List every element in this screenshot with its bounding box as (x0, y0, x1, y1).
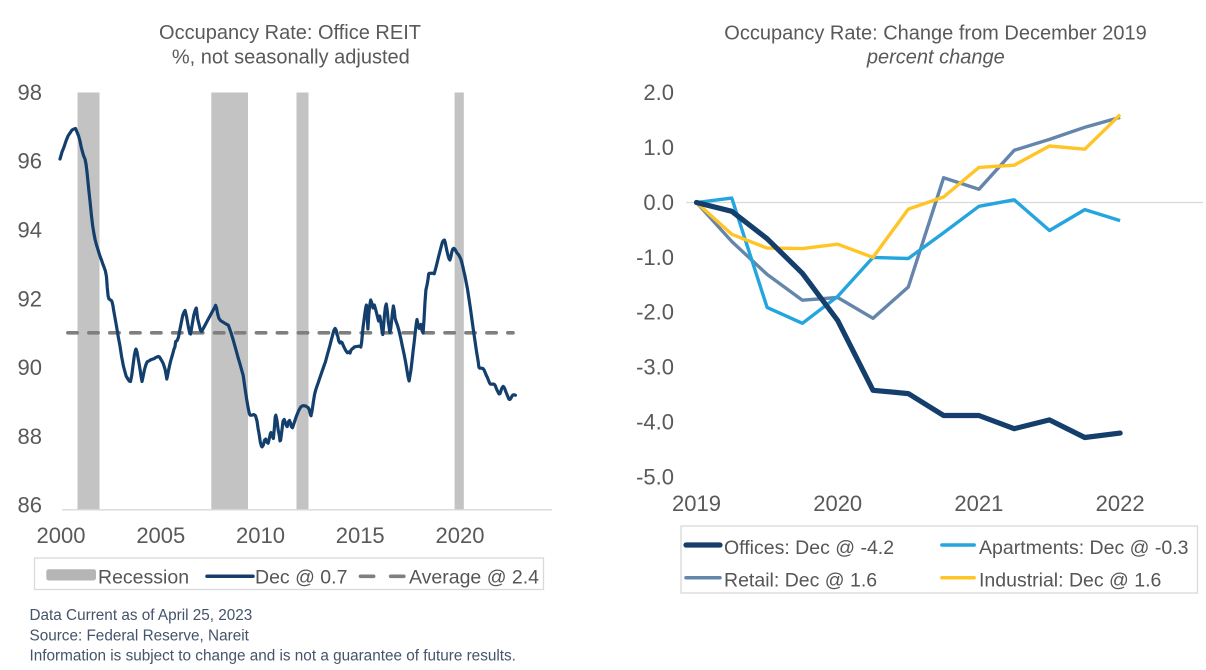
svg-text:90: 90 (18, 355, 42, 380)
svg-text:2019: 2019 (672, 491, 721, 516)
svg-text:1.0: 1.0 (643, 135, 674, 160)
svg-text:2010: 2010 (236, 523, 285, 548)
svg-text:-3.0: -3.0 (636, 355, 674, 380)
svg-text:Dec @ 0.7: Dec @ 0.7 (255, 566, 347, 588)
svg-text:Information is subject to chan: Information is subject to change and is … (30, 647, 516, 664)
svg-text:Source: Federal Reserve, Narei: Source: Federal Reserve, Nareit (30, 627, 250, 644)
svg-text:%, not seasonally adjusted: %, not seasonally adjusted (172, 46, 410, 68)
svg-text:Offices: Dec @ -4.2: Offices: Dec @ -4.2 (724, 537, 894, 559)
svg-text:-2.0: -2.0 (636, 300, 674, 325)
svg-text:2000: 2000 (37, 523, 86, 548)
svg-text:percent change: percent change (866, 47, 1005, 69)
svg-text:0.0: 0.0 (643, 190, 674, 215)
svg-text:86: 86 (18, 493, 42, 518)
svg-text:-5.0: -5.0 (636, 464, 674, 489)
svg-text:96: 96 (18, 149, 42, 174)
svg-text:Industrial: Dec @ 1.6: Industrial: Dec @ 1.6 (979, 569, 1161, 591)
svg-text:-1.0: -1.0 (636, 245, 674, 270)
svg-text:92: 92 (18, 286, 42, 311)
svg-text:-4.0: -4.0 (636, 410, 674, 435)
svg-text:2.0: 2.0 (643, 80, 674, 105)
svg-text:2021: 2021 (954, 491, 1003, 516)
svg-text:Data Current as of April 25, 2: Data Current as of April 25, 2023 (30, 607, 253, 624)
svg-text:Occupancy Rate: Change from De: Occupancy Rate: Change from December 201… (724, 23, 1146, 45)
svg-text:2022: 2022 (1096, 491, 1145, 516)
svg-text:Average @ 2.4: Average @ 2.4 (409, 566, 539, 588)
svg-text:2015: 2015 (336, 523, 385, 548)
svg-text:94: 94 (18, 218, 42, 243)
svg-text:2020: 2020 (436, 523, 485, 548)
svg-text:Retail: Dec @ 1.6: Retail: Dec @ 1.6 (724, 569, 877, 591)
svg-text:2020: 2020 (813, 491, 862, 516)
svg-text:Occupancy Rate: Office REIT: Occupancy Rate: Office REIT (159, 22, 421, 44)
svg-text:Apartments: Dec @ -0.3: Apartments: Dec @ -0.3 (979, 537, 1188, 559)
svg-text:98: 98 (18, 80, 42, 105)
svg-text:2005: 2005 (136, 523, 185, 548)
svg-text:Recession: Recession (98, 566, 189, 588)
svg-text:88: 88 (18, 424, 42, 449)
